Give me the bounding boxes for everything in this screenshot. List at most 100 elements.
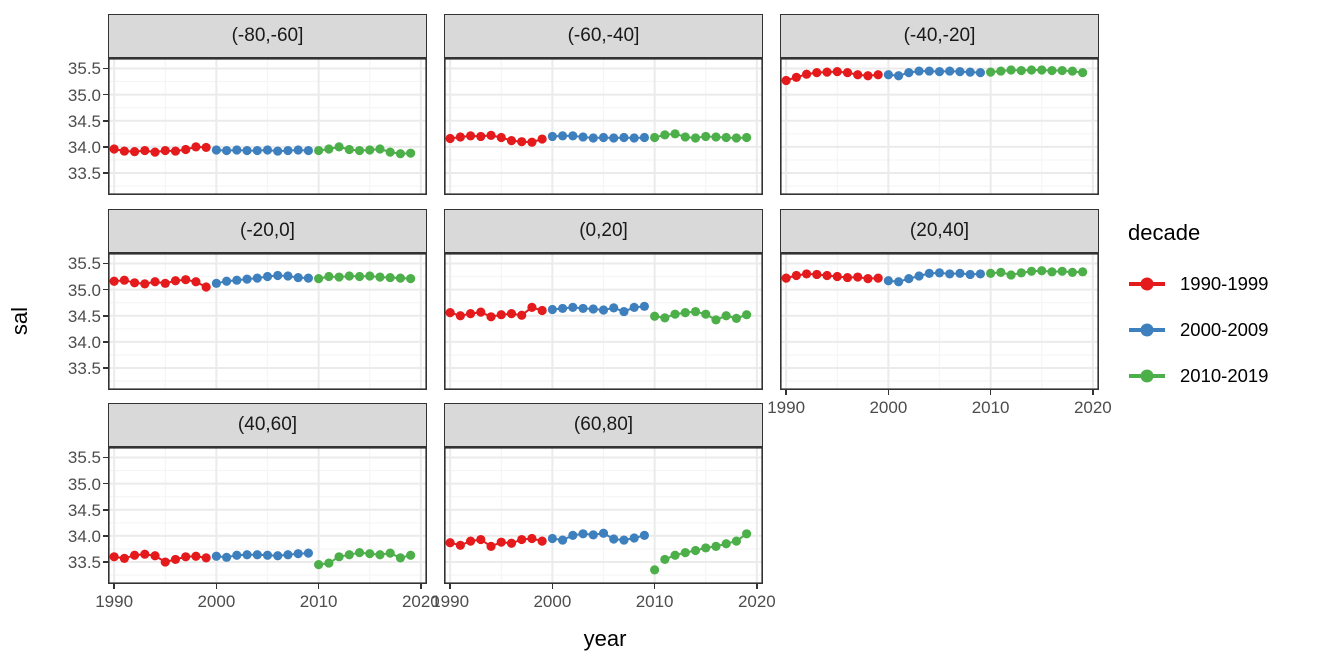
facet-strip: (20,40] xyxy=(780,209,1099,253)
data-point xyxy=(619,535,629,545)
data-point xyxy=(445,133,455,144)
legend-entry: 2000-2009 xyxy=(1128,316,1268,344)
data-point xyxy=(170,276,181,286)
data-point xyxy=(996,66,1006,76)
data-point xyxy=(965,269,975,280)
data-point xyxy=(1047,65,1057,76)
data-point xyxy=(201,142,211,153)
data-point xyxy=(527,302,537,312)
data-point xyxy=(222,276,232,286)
data-point xyxy=(731,133,742,143)
data-point xyxy=(262,145,273,155)
data-point xyxy=(160,278,170,288)
y-tick-mark xyxy=(103,508,108,511)
data-point xyxy=(650,311,660,321)
series-line-2010-2019 xyxy=(654,132,747,140)
data-point xyxy=(150,551,160,561)
data-point xyxy=(191,277,201,287)
data-point xyxy=(283,145,293,156)
series-line-2000-2009 xyxy=(888,271,981,283)
x-tick-label: 2000 xyxy=(533,592,572,611)
data-point xyxy=(354,548,365,558)
data-point xyxy=(375,272,385,282)
data-point xyxy=(558,535,568,545)
data-point xyxy=(455,540,465,550)
data-point xyxy=(537,536,547,546)
data-point xyxy=(883,70,893,80)
data-point xyxy=(273,551,283,561)
series-line-2000-2009 xyxy=(888,70,981,77)
data-point xyxy=(496,310,506,320)
data-point xyxy=(496,537,506,547)
x-tick-mark xyxy=(887,390,890,395)
data-point xyxy=(365,549,375,559)
data-point xyxy=(1067,267,1078,277)
y-tick-label: 35.5 xyxy=(67,448,101,468)
data-point xyxy=(354,271,365,282)
data-point xyxy=(170,146,181,156)
data-point xyxy=(863,274,873,284)
facet-panel xyxy=(780,253,1099,390)
x-tick-mark xyxy=(449,584,451,589)
data-point xyxy=(986,67,996,77)
x-tick-mark xyxy=(420,584,422,589)
legend-title: decade xyxy=(1128,220,1201,245)
data-point xyxy=(344,550,354,560)
data-point xyxy=(191,142,201,152)
data-point xyxy=(283,271,293,281)
data-point xyxy=(670,129,680,139)
x-tick-mark xyxy=(317,584,320,589)
data-point xyxy=(588,304,598,314)
y-tick-mark xyxy=(103,67,108,70)
data-point xyxy=(303,273,313,283)
data-point xyxy=(109,552,119,562)
data-point xyxy=(119,275,129,285)
data-point xyxy=(476,131,486,142)
x-tick-mark xyxy=(653,584,656,589)
data-point xyxy=(924,66,934,76)
data-point xyxy=(406,550,416,560)
series-line-1990-1999 xyxy=(113,145,207,154)
data-point xyxy=(812,269,822,280)
data-point xyxy=(568,131,578,141)
data-point xyxy=(344,144,354,155)
data-point xyxy=(791,270,801,281)
data-point xyxy=(129,146,140,157)
data-point xyxy=(465,131,476,141)
data-point xyxy=(588,530,598,540)
data-point xyxy=(324,558,334,568)
data-point xyxy=(1006,65,1016,75)
data-point xyxy=(650,565,660,575)
data-point xyxy=(568,530,578,540)
data-point xyxy=(1067,66,1078,76)
data-point xyxy=(140,549,150,559)
data-point xyxy=(965,67,975,77)
y-tick-mark xyxy=(103,482,108,485)
data-point xyxy=(324,271,334,282)
data-point xyxy=(150,147,160,157)
data-point xyxy=(517,534,527,545)
facet-strip: (-40,-20] xyxy=(780,14,1099,58)
data-point xyxy=(894,71,904,81)
data-point xyxy=(975,269,985,279)
data-point xyxy=(109,276,119,286)
data-point xyxy=(986,268,996,278)
data-point xyxy=(629,533,639,543)
series-line-1990-1999 xyxy=(449,134,543,144)
series-line-2010-2019 xyxy=(654,310,747,322)
data-point xyxy=(170,554,181,565)
data-point xyxy=(609,534,619,544)
data-point xyxy=(273,146,283,156)
data-point xyxy=(1016,268,1026,278)
data-point xyxy=(873,273,883,283)
facet-panel xyxy=(108,58,427,195)
data-point xyxy=(955,66,965,77)
data-point xyxy=(334,552,344,562)
data-point xyxy=(1078,68,1088,78)
legend-label: 1990-1999 xyxy=(1180,273,1269,294)
data-point xyxy=(1037,266,1047,276)
series-line-1990-1999 xyxy=(449,537,543,548)
data-point xyxy=(547,131,557,142)
data-point xyxy=(680,548,690,558)
facet-strip: (40,60] xyxy=(108,403,427,447)
